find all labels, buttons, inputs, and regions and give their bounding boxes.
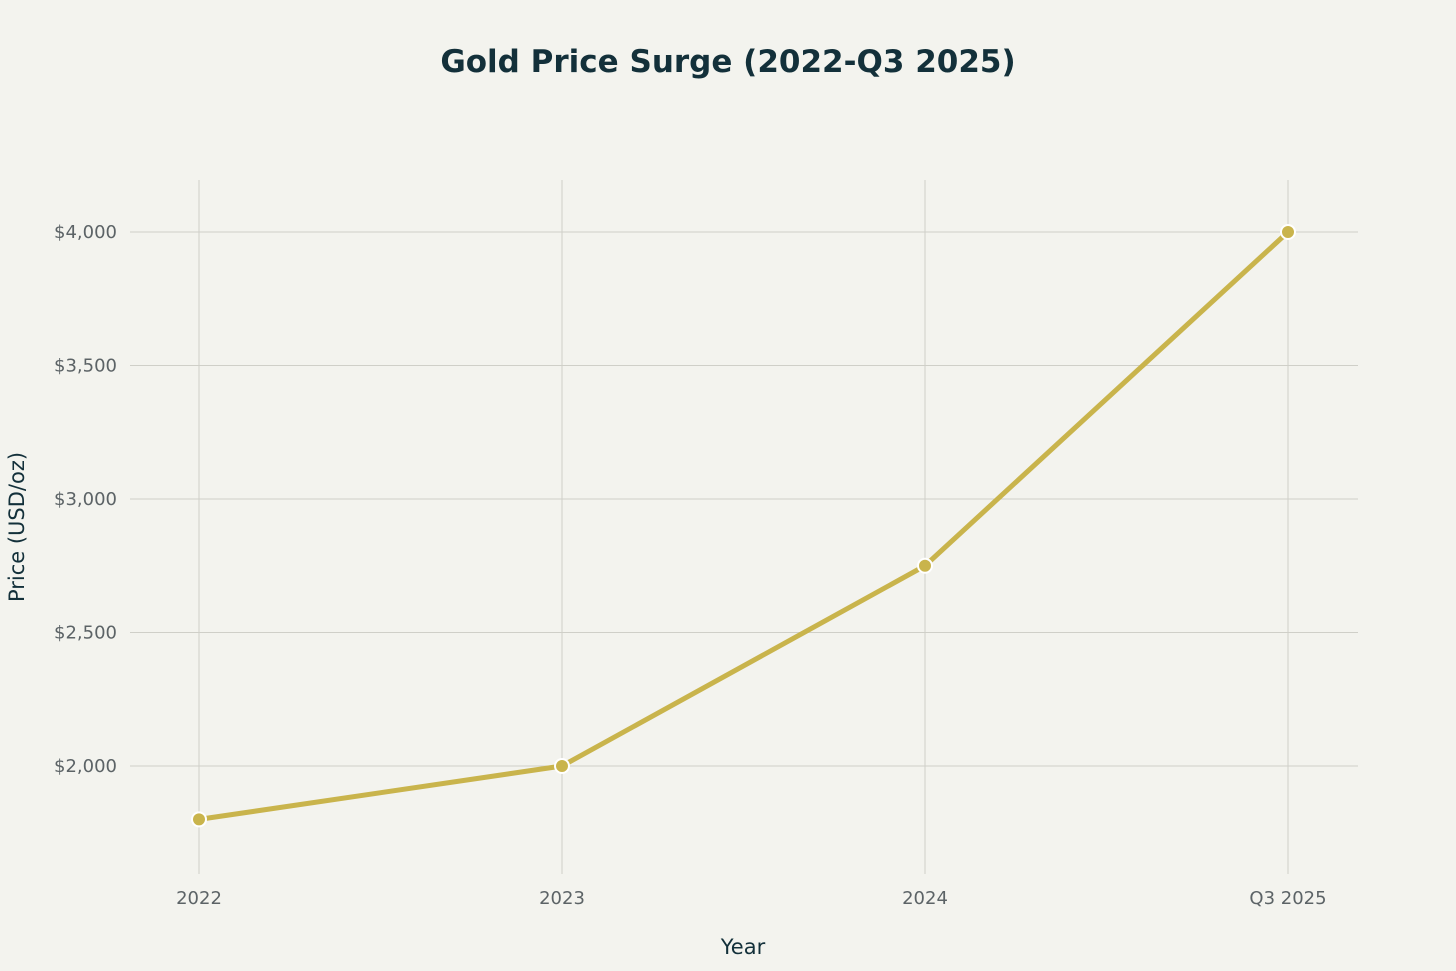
data-point [554,758,570,774]
series-layer [191,224,1296,828]
y-tick-label: $2,500 [54,623,117,644]
chart-title: Gold Price Surge (2022-Q3 2025) [440,44,1015,80]
axis-ticks: 2022 2023 2024 Q3 2025 $2,000 $2,500 $3,000 $3,… [54,222,1327,909]
x-tick-label: 2022 [176,888,222,909]
y-tick-label: $3,000 [54,489,117,510]
y-axis-label: Price (USD/oz) [5,452,29,602]
data-point [191,811,207,828]
x-tick-label: 2024 [902,888,948,909]
y-tick-label: $4,000 [54,222,117,243]
y-tick-label: $2,000 [54,756,117,777]
series-line [196,229,1291,822]
data-point [917,557,933,574]
grid-lines [130,180,1358,874]
x-axis-label: Year [720,935,766,959]
y-tick-label: $3,500 [54,356,117,377]
data-point [1280,224,1296,240]
x-tick-label: Q3 2025 [1249,888,1326,909]
x-tick-label: 2023 [539,888,585,909]
